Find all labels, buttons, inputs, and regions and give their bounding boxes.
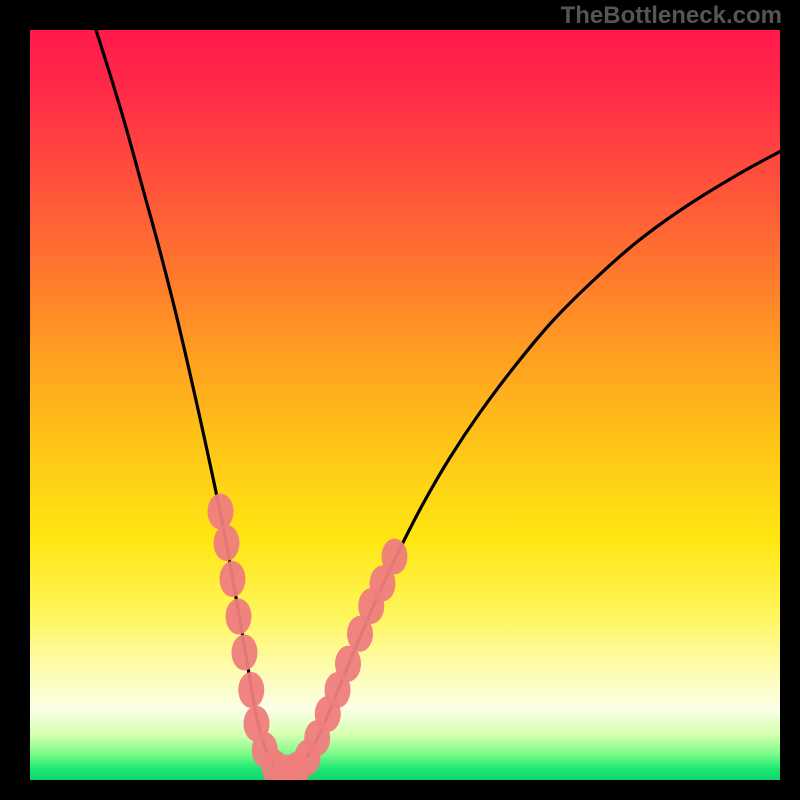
data-marker: [232, 635, 258, 671]
data-marker: [214, 525, 240, 561]
watermark-text: TheBottleneck.com: [561, 2, 782, 30]
data-marker: [238, 672, 264, 708]
data-marker: [226, 599, 252, 635]
v-curve: [96, 30, 780, 773]
chart-svg: [30, 30, 780, 780]
data-marker: [208, 494, 234, 530]
data-marker: [220, 561, 246, 597]
marker-group: [208, 494, 408, 781]
data-marker: [382, 539, 408, 575]
plot-area: [30, 30, 780, 780]
